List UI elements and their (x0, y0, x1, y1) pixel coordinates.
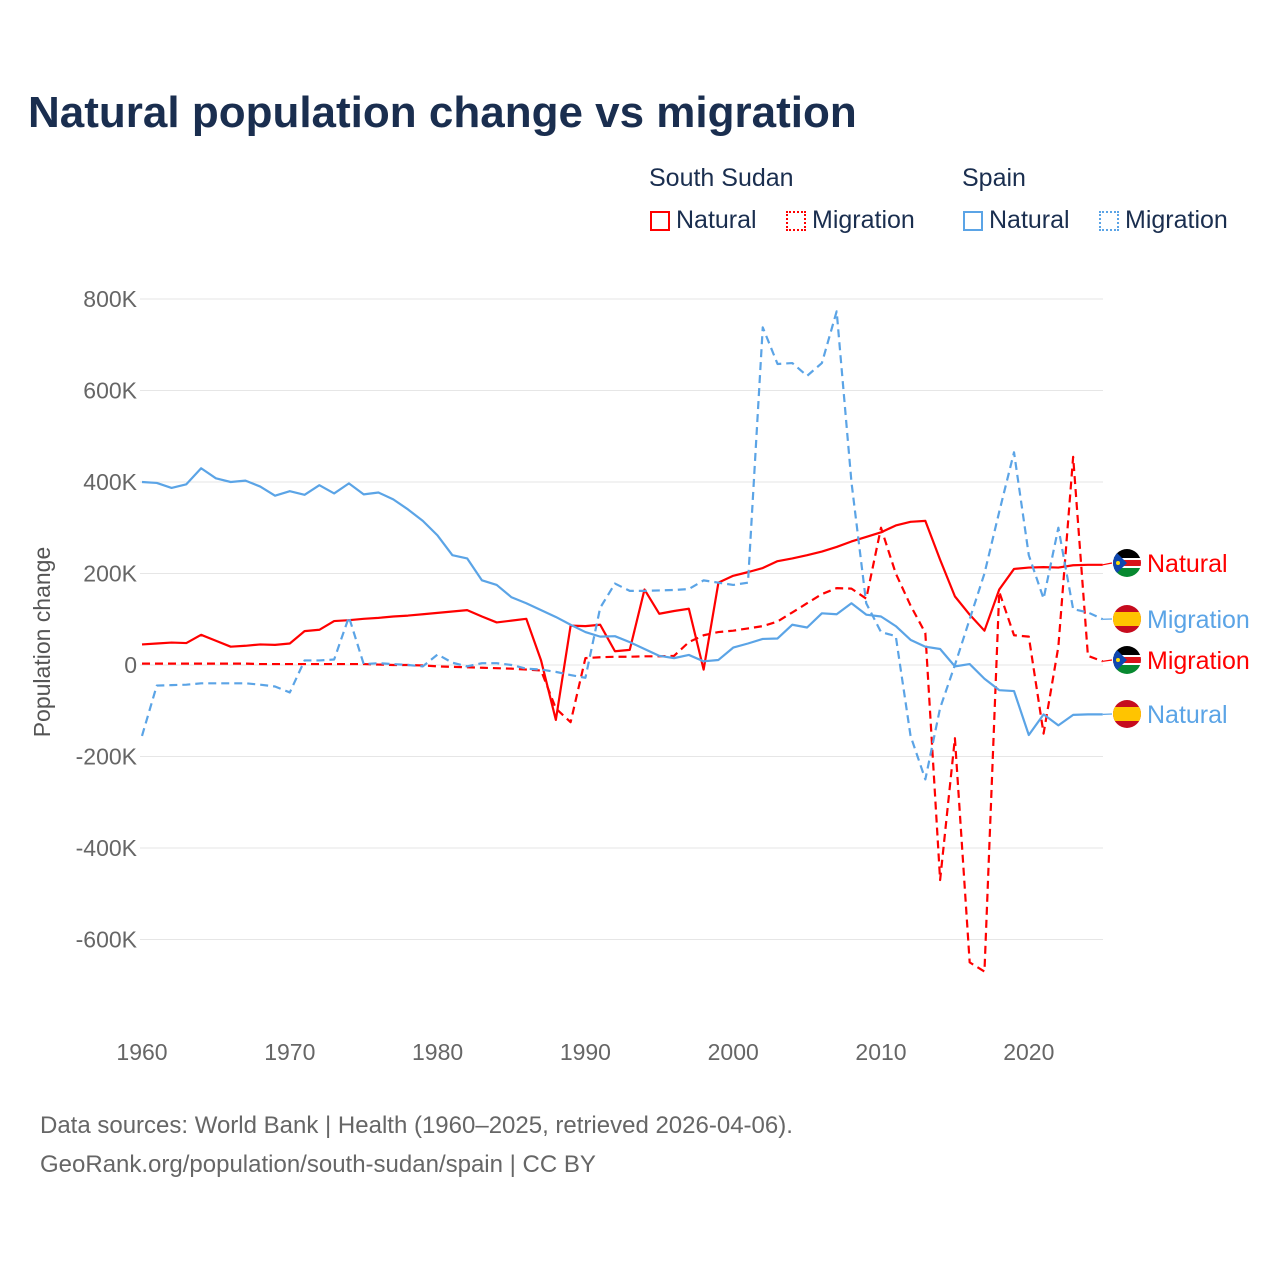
legend-swatch-solid-red (650, 210, 670, 231)
series-end-label: Migration (1147, 647, 1250, 675)
legend-spain-migration[interactable]: Migration (1099, 206, 1228, 235)
series-end-label: Migration (1147, 606, 1250, 634)
legend-group-spain: Spain (962, 164, 1026, 192)
y-tick-label: 400K (83, 469, 137, 495)
data-sources: Data sources: World Bank | Health (1960–… (40, 1112, 793, 1139)
y-tick-label: -400K (76, 835, 138, 861)
spain-flag-icon (1113, 605, 1141, 633)
series-line-spain-natural (141, 467, 1103, 737)
legend-south-sudan-natural[interactable]: Natural (650, 206, 757, 235)
legend-label: Migration (1125, 206, 1228, 234)
series-line-spain-migration (140, 310, 1104, 781)
y-tick-label: 200K (83, 561, 137, 587)
legend-label: Natural (676, 206, 757, 234)
chart-title: Natural population change vs migration (28, 88, 857, 137)
series-end-label: Natural (1147, 701, 1228, 729)
legend-swatch-dotted-blue (1099, 210, 1119, 231)
south-sudan-flag-icon (1113, 646, 1141, 674)
legend-label: Natural (989, 206, 1070, 234)
legend-south-sudan-migration[interactable]: Migration (786, 206, 915, 235)
legend-group-south-sudan: South Sudan (649, 164, 794, 192)
source-link[interactable]: GeoRank.org/population/south-sudan/spain… (40, 1151, 596, 1178)
x-tick-label: 1970 (264, 1039, 315, 1065)
x-tick-label: 2020 (1003, 1039, 1054, 1065)
y-axis-label: Population change (29, 547, 55, 738)
y-tick-label: 600K (83, 378, 137, 404)
y-tick-label: 800K (83, 286, 137, 312)
label-connector (1102, 659, 1113, 662)
series-end-label: Natural (1147, 550, 1228, 578)
south-sudan-flag-icon (1113, 549, 1141, 577)
legend-spain-natural[interactable]: Natural (963, 206, 1070, 235)
legend-swatch-solid-blue (963, 210, 983, 231)
x-tick-label: 1990 (560, 1039, 611, 1065)
series-line-south-sudan-natural (141, 519, 1103, 722)
label-connector (1102, 562, 1113, 566)
y-tick-label: 0 (124, 652, 137, 678)
x-tick-label: 2010 (855, 1039, 906, 1065)
x-tick-label: 1980 (412, 1039, 463, 1065)
x-tick-label: 1960 (116, 1039, 167, 1065)
x-tick-label: 2000 (708, 1039, 759, 1065)
legend-label: Migration (812, 206, 915, 234)
footer: Data sources: World Bank | Health (1960–… (40, 1106, 793, 1184)
y-tick-label: -600K (76, 927, 138, 953)
spain-flag-icon (1113, 700, 1141, 728)
series-line-south-sudan-migration (142, 455, 1104, 973)
y-tick-label: -200K (76, 744, 138, 770)
legend-swatch-dotted-red (786, 210, 806, 231)
